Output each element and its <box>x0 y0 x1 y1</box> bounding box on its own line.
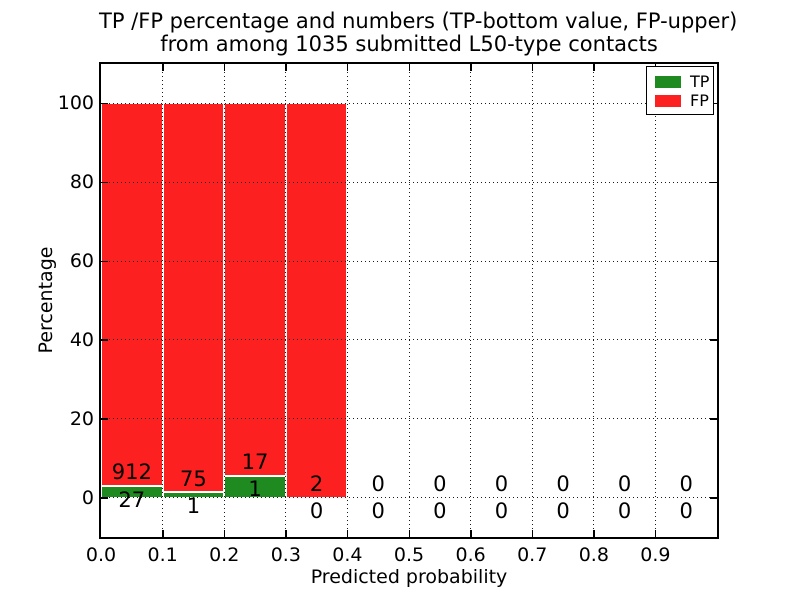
gridline-x-0.8 <box>593 64 595 537</box>
x-major-tick-bottom-0.1 <box>162 530 164 537</box>
x-major-tick-top-0.2 <box>223 64 226 71</box>
fp-count-label-5: 0 <box>433 471 447 496</box>
x-tick-label-0.6: 0.6 <box>455 544 486 566</box>
gridline-y-80 <box>101 181 717 183</box>
fp-bar-segment-1 <box>162 103 225 493</box>
legend-entry-tp: TP <box>647 72 713 91</box>
gridline-x-0.9 <box>654 64 656 537</box>
tp-legend-swatch-icon <box>655 75 681 88</box>
tp-count-label-8: 0 <box>617 499 632 524</box>
y-tick-label-40: 40 <box>69 328 94 351</box>
gridline-y-60 <box>101 260 717 262</box>
x-major-tick-bottom-0.6 <box>470 530 472 537</box>
x-major-tick-bottom-0.5 <box>408 530 410 537</box>
y-major-tick-left-80 <box>101 181 108 184</box>
x-major-tick-top-0.8 <box>593 64 595 71</box>
tp-count-label-6: 0 <box>494 499 509 524</box>
tp-count-label-4: 0 <box>371 499 385 524</box>
fp-legend-swatch-icon <box>655 94 681 107</box>
y-major-tick-left-100 <box>101 102 108 105</box>
y-major-tick-left-0 <box>101 497 108 499</box>
y-major-tick-right-40 <box>710 339 717 341</box>
x-tick-label-0.1: 0.1 <box>147 544 178 566</box>
gridline-x-0.4 <box>346 64 348 537</box>
fp-count-label-7: 0 <box>556 471 570 496</box>
fp-count-label-0: 912 <box>111 460 152 485</box>
y-major-tick-right-20 <box>710 418 717 420</box>
y-major-tick-left-60 <box>101 260 108 263</box>
x-axis-label: Predicted probability <box>310 566 508 588</box>
x-major-tick-bottom-0.4 <box>346 530 349 537</box>
tp-count-label-5: 0 <box>433 499 447 524</box>
tp-count-label-9: 0 <box>679 499 693 524</box>
x-tick-label-0.7: 0.7 <box>517 544 548 566</box>
fp-count-label-1: 75 <box>180 466 207 491</box>
fp-count-label-2: 17 <box>241 449 269 474</box>
x-major-tick-bottom-0.9 <box>654 530 657 537</box>
x-tick-label-0.3: 0.3 <box>270 544 301 566</box>
gridline-y-100 <box>101 102 717 104</box>
y-tick-label-80: 80 <box>69 171 94 194</box>
gridline-x-0.6 <box>470 64 472 537</box>
tp-count-label-2: 1 <box>248 477 262 502</box>
gridline-y-20 <box>101 418 717 420</box>
x-major-tick-bottom-0.8 <box>593 530 595 537</box>
gridline-x-0.3 <box>285 64 287 537</box>
tp-count-label-1: 1 <box>186 494 201 519</box>
gridline-x-0.1 <box>162 64 164 537</box>
gridline-y-0 <box>101 497 717 499</box>
fp-count-label-6: 0 <box>494 471 509 496</box>
x-major-tick-bottom-0.7 <box>531 530 534 537</box>
x-tick-label-0.8: 0.8 <box>578 544 609 566</box>
tp-legend-label: TP <box>690 72 710 91</box>
fp-bar-segment-0 <box>101 103 163 487</box>
x-major-tick-top-0.4 <box>346 64 349 71</box>
chart-title-line2: from among 1035 submitted L50-type conta… <box>160 32 658 56</box>
x-major-tick-bottom-0.2 <box>223 530 226 537</box>
y-tick-label-0: 0 <box>81 486 94 509</box>
y-tick-label-100: 100 <box>57 92 94 115</box>
fp-bar-segment-3 <box>285 103 348 498</box>
fp-legend-label: FP <box>690 91 709 110</box>
fp-count-label-9: 0 <box>679 471 693 496</box>
x-tick-label-0.2: 0.2 <box>209 544 240 566</box>
chart-title: TP /FP percentage and numbers (TP-bottom… <box>99 9 738 56</box>
gridline-x-0.2 <box>223 64 225 537</box>
gridline-x-0.5 <box>408 64 410 537</box>
legend-entry-fp: FP <box>647 91 713 110</box>
y-major-tick-left-20 <box>101 418 108 420</box>
x-tick-label-0.4: 0.4 <box>332 544 363 566</box>
y-major-tick-right-0 <box>710 497 717 499</box>
y-major-tick-right-60 <box>710 260 717 263</box>
fp-bar-segment-2 <box>224 103 286 476</box>
tp-count-label-3: 0 <box>309 499 324 524</box>
x-major-tick-bottom-0.3 <box>285 530 287 537</box>
x-major-tick-top-0.5 <box>408 64 410 71</box>
x-tick-label-0.9: 0.9 <box>640 544 671 566</box>
plot-area: TP FP 912 27 75 1 17 1 2 0 0 0 0 0 0 0 0 0 0 0 0 0 <box>99 62 719 539</box>
y-tick-label-60: 60 <box>69 250 94 273</box>
legend: TP FP <box>646 66 714 115</box>
x-major-tick-top-0.7 <box>531 64 534 71</box>
x-major-tick-top-0.6 <box>470 64 472 71</box>
tp-count-label-0: 27 <box>118 488 146 513</box>
fp-count-label-4: 0 <box>371 471 385 496</box>
fp-count-label-8: 0 <box>617 471 632 496</box>
fp-count-label-3: 2 <box>309 471 324 496</box>
tp-count-label-7: 0 <box>556 499 570 524</box>
chart-title-line1: TP /FP percentage and numbers (TP-bottom… <box>99 9 738 33</box>
gridline-x-0.7 <box>531 64 533 537</box>
y-tick-label-20: 20 <box>69 407 94 430</box>
x-tick-label-0.5: 0.5 <box>393 544 425 566</box>
y-major-tick-right-80 <box>710 181 717 184</box>
x-major-tick-top-0.1 <box>162 64 164 71</box>
y-major-tick-left-40 <box>101 339 108 341</box>
gridline-y-40 <box>101 339 717 341</box>
x-major-tick-top-0.3 <box>285 64 287 71</box>
x-tick-label-0.0: 0.0 <box>85 544 117 566</box>
